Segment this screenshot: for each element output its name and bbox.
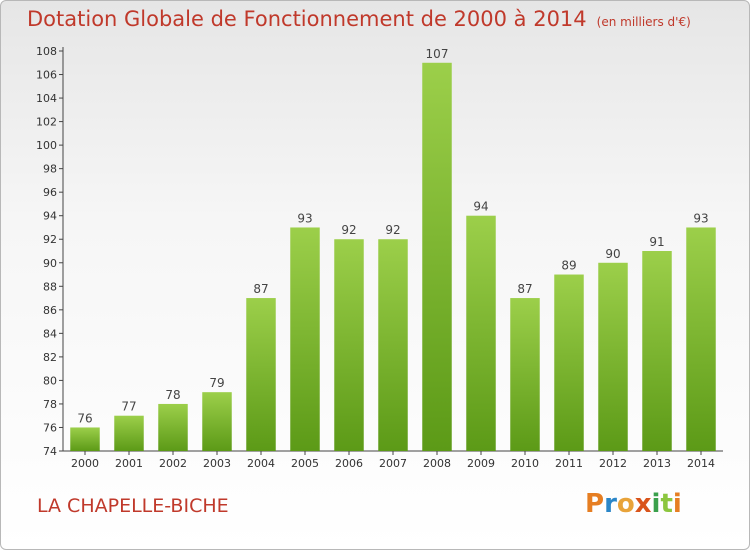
y-tick-label: 82 xyxy=(43,351,57,364)
y-tick-label: 96 xyxy=(43,186,57,199)
chart-subtitle: (en milliers d'€) xyxy=(596,15,691,29)
y-tick-label: 84 xyxy=(43,327,57,340)
data-label-2014: 93 xyxy=(693,211,708,225)
x-tick-label: 2008 xyxy=(423,457,451,470)
bar-2012 xyxy=(598,262,628,451)
y-tick-label: 94 xyxy=(43,210,57,223)
data-label-2007: 92 xyxy=(385,223,400,237)
x-tick-label: 2014 xyxy=(687,457,715,470)
bar-2004 xyxy=(246,298,276,451)
x-tick-label: 2005 xyxy=(291,457,319,470)
data-label-2013: 91 xyxy=(649,235,664,249)
y-tick-label: 104 xyxy=(36,92,57,105)
y-tick-label: 80 xyxy=(43,374,57,387)
data-label-2002: 78 xyxy=(165,388,180,402)
data-label-2001: 77 xyxy=(121,400,136,414)
chart-data-labels: 76 77 78 79 87 93 92 92 107 94 87 89 90 91 93 xyxy=(77,47,708,426)
bar-2013 xyxy=(642,251,672,451)
bar-2007 xyxy=(378,239,408,451)
bar-2005 xyxy=(290,227,320,451)
data-label-2006: 92 xyxy=(341,223,356,237)
data-label-2003: 79 xyxy=(209,376,224,390)
bar-2006 xyxy=(334,239,364,451)
data-label-2012: 90 xyxy=(605,247,620,261)
data-label-2005: 93 xyxy=(297,211,312,225)
data-label-2004: 87 xyxy=(253,282,268,296)
x-tick-label: 2012 xyxy=(599,457,627,470)
y-tick-label: 74 xyxy=(43,445,57,458)
data-label-2010: 87 xyxy=(517,282,532,296)
y-tick-label: 90 xyxy=(43,257,57,270)
x-tick-label: 2002 xyxy=(159,457,187,470)
x-tick-label: 2004 xyxy=(247,457,275,470)
x-tick-label: 2009 xyxy=(467,457,495,470)
bar-2002 xyxy=(158,403,188,451)
bar-2008 xyxy=(422,62,452,451)
x-tick-label: 2001 xyxy=(115,457,143,470)
bar-2010 xyxy=(510,298,540,451)
bar-2001 xyxy=(114,415,144,451)
chart-title: Dotation Globale de Fonctionnement de 20… xyxy=(27,7,691,31)
y-tick-label: 92 xyxy=(43,233,57,246)
x-tick-label: 2006 xyxy=(335,457,363,470)
chart-bars xyxy=(70,62,716,451)
y-tick-label: 106 xyxy=(36,69,57,82)
x-tick-label: 2007 xyxy=(379,457,407,470)
bar-2000 xyxy=(70,427,100,451)
y-tick-label: 100 xyxy=(36,139,57,152)
chart-axes: 74 76 78 80 82 84 86 88 90 92 94 96 98 100 102 104 106 10… xyxy=(36,45,723,470)
x-tick-label: 2011 xyxy=(555,457,583,470)
x-tick-label: 2013 xyxy=(643,457,671,470)
y-tick-label: 86 xyxy=(43,304,57,317)
bar-2014 xyxy=(686,227,716,451)
y-tick-label: 78 xyxy=(43,398,57,411)
x-tick-label: 2000 xyxy=(71,457,99,470)
data-label-2000: 76 xyxy=(77,411,92,425)
x-tick-label: 2010 xyxy=(511,457,539,470)
bar-2011 xyxy=(554,274,584,451)
y-tick-label: 88 xyxy=(43,280,57,293)
bar-2009 xyxy=(466,215,496,451)
y-tick-label: 76 xyxy=(43,421,57,434)
x-tick-label: 2003 xyxy=(203,457,231,470)
proxiti-logo: Proxiti xyxy=(585,489,682,519)
bar-2003 xyxy=(202,392,232,451)
title-text: Dotation Globale de Fonctionnement de 20… xyxy=(27,7,587,31)
y-tick-label: 102 xyxy=(36,116,57,129)
data-label-2011: 89 xyxy=(561,259,576,273)
data-label-2009: 94 xyxy=(473,200,488,214)
data-label-2008: 107 xyxy=(426,47,449,61)
y-tick-label: 108 xyxy=(36,45,57,58)
place-name: LA CHAPELLE-BICHE xyxy=(37,495,229,517)
y-tick-label: 98 xyxy=(43,163,57,176)
